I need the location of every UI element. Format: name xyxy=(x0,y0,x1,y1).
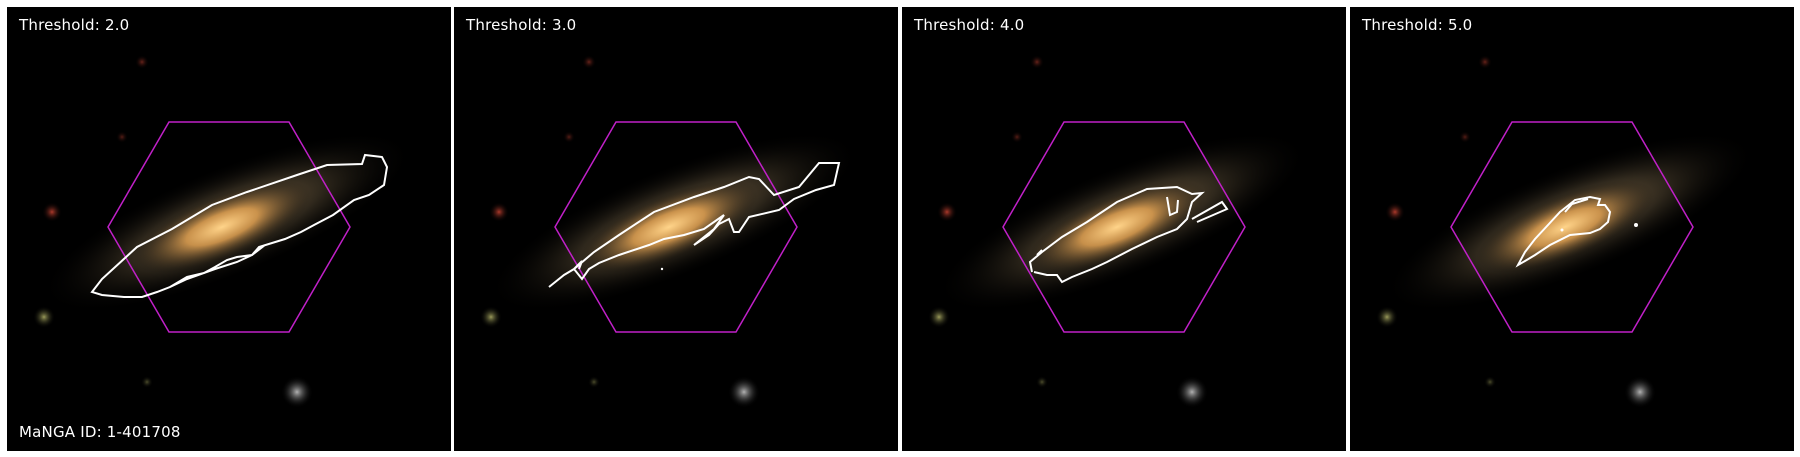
galaxy-image xyxy=(7,7,451,451)
ifu-hexagon xyxy=(1002,121,1246,333)
image-panel-4: Threshold: 5.0 xyxy=(1350,7,1794,451)
ifu-hexagon xyxy=(554,121,798,333)
contour-speck xyxy=(1560,228,1564,232)
image-panel-3: Threshold: 4.0 xyxy=(902,7,1346,451)
galaxy-image xyxy=(454,7,898,451)
ifu-hexagon xyxy=(1450,121,1694,333)
contour-outline xyxy=(1515,195,1612,268)
galaxy-image xyxy=(1350,7,1794,451)
contour-outline xyxy=(90,153,389,298)
threshold-label: Threshold: 2.0 xyxy=(19,16,130,34)
image-panel-2: Threshold: 3.0 xyxy=(454,7,898,451)
threshold-label: Threshold: 5.0 xyxy=(1362,16,1473,34)
contour-fragment xyxy=(1036,249,1043,256)
contour-outline xyxy=(548,162,841,288)
manga-id-label: MaNGA ID: 1-401708 xyxy=(19,423,181,441)
contour-speck xyxy=(1634,223,1638,227)
contour-outline xyxy=(1028,185,1229,284)
contour-speck xyxy=(660,267,664,271)
image-panel-1: Threshold: 2.0 MaNGA ID: 1-401708 xyxy=(7,7,451,451)
threshold-label: Threshold: 4.0 xyxy=(914,16,1025,34)
threshold-label: Threshold: 3.0 xyxy=(466,16,577,34)
ifu-hexagon xyxy=(107,121,351,333)
galaxy-image xyxy=(902,7,1346,451)
